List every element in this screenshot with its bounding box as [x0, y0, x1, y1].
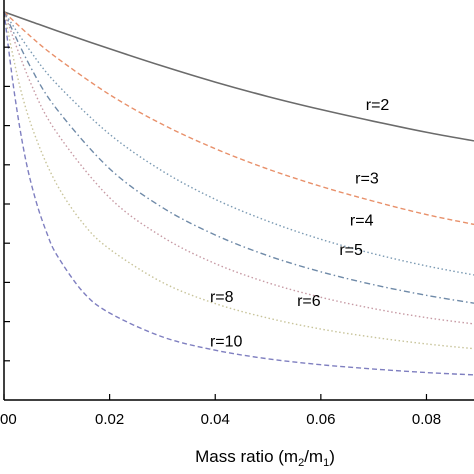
x-axis-title-sub2: 1	[323, 457, 329, 469]
series-layer	[3, 11, 474, 376]
x-tick-label-3: 0.06	[306, 411, 335, 428]
annotation-r=8: r=8	[210, 289, 234, 306]
series-line-r=2	[3, 11, 474, 142]
ticks-layer: 00 0.02 0.04 0.06 0.08	[0, 46, 441, 428]
annotation-r=2: r=2	[366, 97, 390, 114]
annotation-r=5: r=5	[339, 242, 363, 259]
series-line-r=10	[3, 11, 474, 376]
x-tick-label-1: 0.02	[95, 411, 124, 428]
x-axis-title-prefix: Mass ratio (m	[195, 447, 298, 466]
series-line-r=3	[3, 11, 474, 226]
x-axis-title-mid: /m	[304, 447, 323, 466]
x-axis-title: Mass ratio (m2/m1)	[195, 447, 335, 469]
annotation-r=3: r=3	[355, 171, 379, 188]
series-line-r=5	[3, 11, 474, 304]
x-axis-title-suffix: )	[329, 447, 335, 466]
x-tick-label-2: 0.04	[201, 411, 230, 428]
series-line-r=8	[3, 11, 474, 350]
x-axis-title-sub1: 2	[298, 457, 304, 469]
annotation-layer: r=2 r=3 r=4 r=5 r=6 r=8 r=10	[210, 97, 389, 350]
series-line-r=4	[3, 11, 474, 276]
x-tick-label-0: 00	[0, 411, 17, 428]
x-tick-label-4: 0.08	[412, 411, 441, 428]
annotation-r=10: r=10	[210, 333, 243, 350]
annotation-r=4: r=4	[350, 213, 374, 230]
axes-layer	[3, 0, 474, 401]
annotation-r=6: r=6	[297, 293, 321, 310]
series-line-r=6	[3, 11, 474, 325]
